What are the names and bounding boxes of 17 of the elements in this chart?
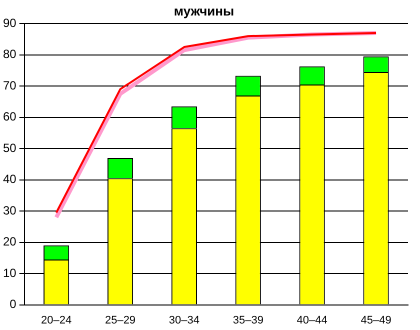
y-tick-label: 0 xyxy=(10,297,17,312)
x-tick-label: 30–34 xyxy=(168,314,200,326)
chart-title: мужчины xyxy=(174,3,234,18)
x-tick-label: 45–49 xyxy=(360,314,392,326)
y-tick-label: 30 xyxy=(2,203,17,218)
y-tick-label: 90 xyxy=(2,16,17,30)
y-tick-label: 50 xyxy=(2,140,17,155)
x-tick-label: 40–44 xyxy=(296,314,328,326)
x-tick-label: 20–24 xyxy=(41,314,72,326)
x-tick-label: 35–39 xyxy=(232,314,264,326)
y-tick-label: 10 xyxy=(2,266,17,280)
y-tick-label: 80 xyxy=(2,47,17,62)
y-tick-label: 60 xyxy=(2,110,17,124)
x-tick-label: 25–29 xyxy=(104,314,136,326)
y-tick-label: 20 xyxy=(2,234,17,249)
y-tick-label: 40 xyxy=(2,172,17,186)
y-tick-label: 70 xyxy=(2,78,17,92)
